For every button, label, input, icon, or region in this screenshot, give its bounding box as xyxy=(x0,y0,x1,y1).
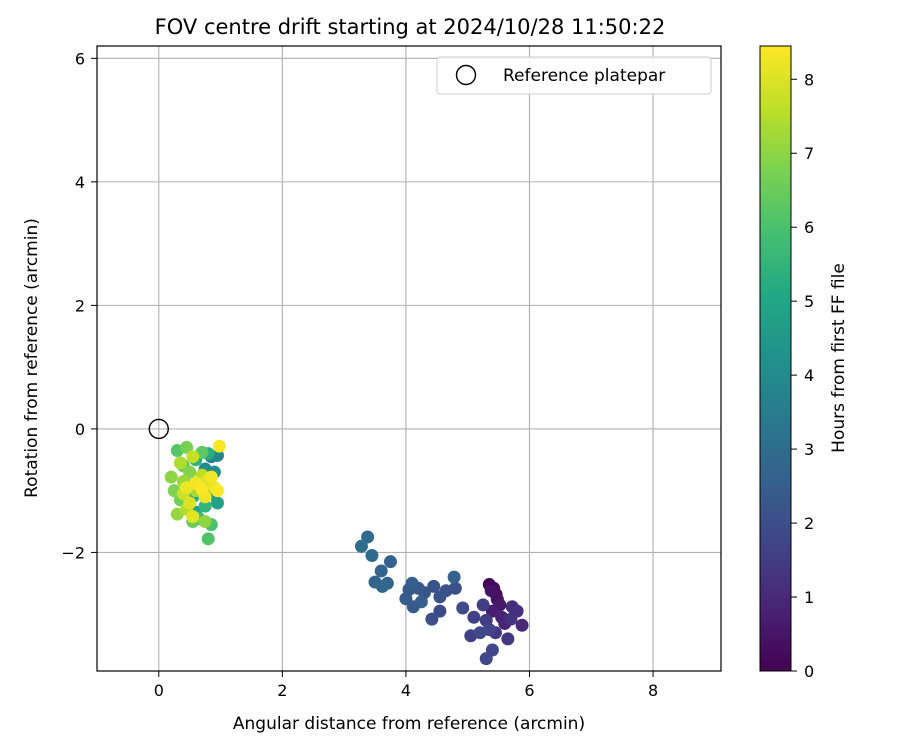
scatter-point xyxy=(180,440,194,454)
colorbar-gradient xyxy=(759,45,792,672)
x-axis-label: Angular distance from reference (arcmin) xyxy=(233,714,585,734)
legend-label: Reference platepar xyxy=(503,66,665,86)
scatter-point xyxy=(361,530,375,544)
colorbar: 0 1 2 3 4 5 6 7 8 Hours from first FF file xyxy=(759,45,849,681)
chart-title: FOV centre drift starting at 2024/10/28 … xyxy=(155,15,666,39)
y-tick-label: 0 xyxy=(75,420,85,439)
x-tick-label: 8 xyxy=(648,681,658,700)
scatter-point xyxy=(473,626,487,640)
colorbar-ticks: 0 1 2 3 4 5 6 7 8 xyxy=(791,70,814,681)
x-tick-label: 0 xyxy=(154,681,164,700)
scatter-point xyxy=(427,579,441,593)
y-axis-label: Rotation from reference (arcmin) xyxy=(22,218,42,498)
scatter-point xyxy=(186,450,200,464)
reference-platepar-marker xyxy=(148,418,169,440)
colorbar-tick-label: 2 xyxy=(804,514,814,533)
scatter-point xyxy=(414,595,428,609)
y-tick-label: −2 xyxy=(61,543,85,562)
scatter-point xyxy=(210,496,224,510)
scatter-point xyxy=(204,470,218,484)
scatter-point xyxy=(374,564,388,578)
x-tick-label: 2 xyxy=(277,681,287,700)
reference-marker-layer xyxy=(148,418,169,440)
scatter-point xyxy=(173,456,187,470)
scatter-point xyxy=(504,612,518,626)
scatter-point xyxy=(186,510,200,524)
scatter-point xyxy=(201,532,215,546)
axis-ticks: 0 2 4 6 8 −2 0 2 4 6 xyxy=(61,49,658,700)
scatter-point xyxy=(476,598,490,612)
legend: Reference platepar xyxy=(436,56,712,95)
scatter-point xyxy=(375,579,389,593)
scatter-point xyxy=(405,576,419,590)
x-tick-label: 6 xyxy=(524,681,534,700)
scatter-point xyxy=(354,539,368,553)
scatter-point xyxy=(365,549,379,563)
scatter-point xyxy=(183,465,197,479)
scatter-point xyxy=(183,496,197,510)
grid xyxy=(97,46,721,671)
scatter-points xyxy=(164,439,529,666)
colorbar-label: Hours from first FF file xyxy=(829,263,849,453)
scatter-point xyxy=(485,604,499,618)
scatter-point xyxy=(479,652,493,666)
colorbar-tick-label: 5 xyxy=(804,292,814,311)
y-tick-label: 4 xyxy=(75,173,85,192)
scatter-point xyxy=(456,601,470,615)
y-tick-label: 6 xyxy=(75,49,85,68)
colorbar-tick-label: 8 xyxy=(804,70,814,89)
scatter-point xyxy=(447,570,461,584)
colorbar-tick-label: 3 xyxy=(804,440,814,459)
plot-frame xyxy=(96,45,722,672)
colorbar-tick-label: 0 xyxy=(804,662,814,681)
scatter-point xyxy=(467,610,481,624)
colorbar-tick-label: 4 xyxy=(804,366,814,385)
colorbar-tick-label: 6 xyxy=(804,218,814,237)
scatter-point xyxy=(501,632,515,646)
scatter-point xyxy=(198,515,212,529)
scatter-point xyxy=(195,482,209,496)
scatter-point xyxy=(198,499,212,513)
scatter-point xyxy=(383,555,397,569)
x-tick-label: 4 xyxy=(401,681,411,700)
scatter-point xyxy=(164,470,178,484)
scatter-point xyxy=(399,592,413,606)
scatter-point xyxy=(515,618,529,632)
scatter-point xyxy=(433,604,447,618)
scatter-point xyxy=(433,590,447,604)
scatter-point xyxy=(212,439,226,453)
colorbar-tick-label: 1 xyxy=(804,588,814,607)
y-tick-label: 2 xyxy=(75,296,85,315)
scatter-point xyxy=(210,484,224,498)
colorbar-tick-label: 7 xyxy=(804,144,814,163)
legend-box xyxy=(436,56,712,95)
scatter-point xyxy=(425,612,439,626)
legend-reference-marker xyxy=(455,64,477,86)
scatter-point xyxy=(484,584,498,598)
